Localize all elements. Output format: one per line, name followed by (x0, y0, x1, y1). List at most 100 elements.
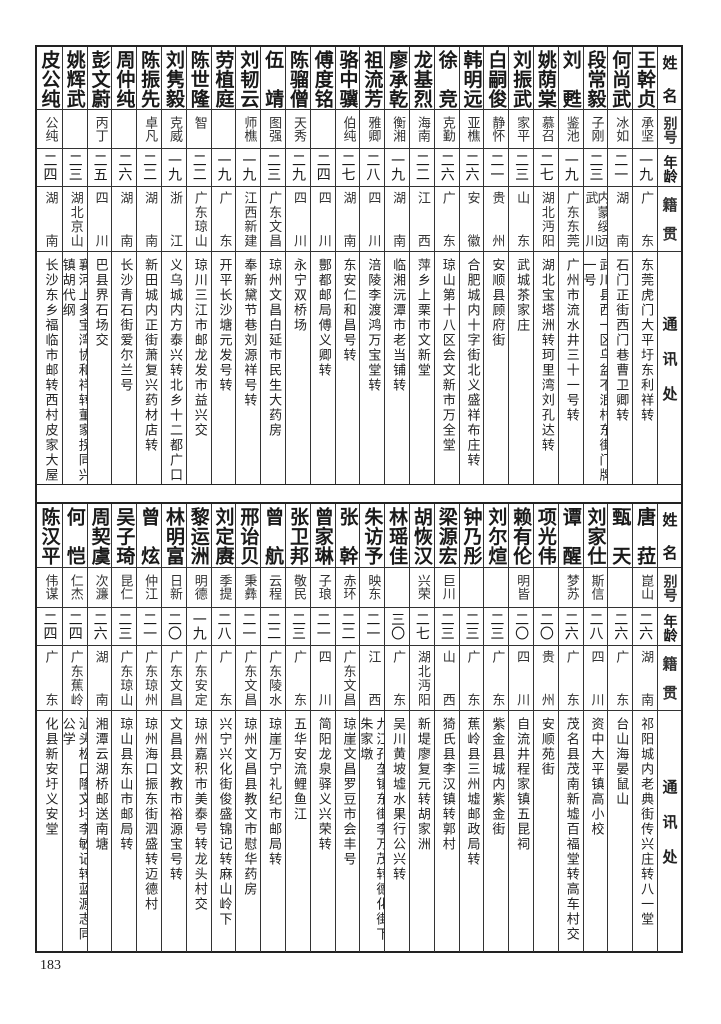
record-column: 祖流芳 雅卿 二八 四川 涪陵李渡鸿万宝堂转 (359, 47, 385, 484)
name-text: 张卫邦 (286, 507, 309, 565)
native-cell: 广东 (633, 187, 657, 252)
addr-text: 合肥城内十字街北义盛祥布庄转 (464, 258, 480, 468)
record-column: 傅度铭 二四 四川 酆都邮局傅义卿转 (309, 47, 335, 484)
addr-cell: 永宁双桥场 (286, 252, 310, 484)
age-cell: 二二 (186, 149, 211, 187)
age-text: 年龄 (661, 155, 678, 183)
name-text: 姚辉武 (63, 50, 86, 108)
age-cell: 二六 (434, 149, 459, 187)
name-text: 陈世隆 (187, 50, 210, 108)
name-text: 陈汉平 (38, 507, 61, 565)
alias-text: 冰如 (613, 116, 629, 142)
addr-cell: 琼州文昌白延市民生大药房 (261, 252, 285, 484)
name-text: 刘韧云 (237, 50, 260, 108)
age-cell: 一九 (211, 149, 236, 187)
name-text: 吴子琦 (113, 507, 136, 565)
native-text: 贵州 (538, 650, 554, 706)
native-cell: 广东 (37, 646, 62, 711)
alias-cell: 图强 (261, 110, 286, 149)
name-text: 刘家仕 (584, 507, 607, 565)
addr-cell: 台山海晏鼠山 (608, 711, 632, 952)
name-text: 张幹 (336, 507, 359, 565)
name-cell: 谭醒 (558, 504, 583, 568)
addr-text: 汕头松口隆文圩李敏记转蓝源志同公学 (62, 717, 87, 942)
native-cell: 湖南 (335, 187, 360, 252)
name-cell: 钟乃彤 (459, 504, 484, 568)
name-cell: 张幹 (335, 504, 360, 568)
addr-text: 通讯处 (660, 315, 679, 421)
record-column: 曾航 云程 二二 广东陵水 琼崖万宁礼纪市邮局转 (260, 504, 286, 952)
native-cell: 广东 (434, 187, 459, 252)
addr-cell: 兴宁兴化街俊盛锦记转麻山岭下 (212, 711, 236, 952)
native-cell: 四川 (310, 187, 335, 252)
name-text: 曾航 (262, 507, 285, 565)
age-text: 二六 (612, 612, 629, 640)
alias-cell: 师樵 (236, 110, 261, 149)
addr-text: 新堤廖复元转胡家洲 (414, 717, 430, 852)
name-text: 赖有伦 (510, 507, 533, 565)
name-cell: 韩明远 (459, 47, 484, 110)
name-text: 刘振武 (510, 50, 533, 108)
alias-cell: 赤环 (335, 568, 360, 608)
age-text: 二三 (438, 612, 455, 640)
name-cell: 傅度铭 (310, 47, 335, 110)
age-cell: 二一 (608, 149, 633, 187)
alias-text: 承坚 (638, 116, 654, 142)
addr-text: 萍乡上栗市文新堂 (414, 258, 430, 378)
alias-cell: 次濂 (87, 568, 112, 608)
age-cell: 二七 (534, 149, 558, 187)
name-text: 姚荫棠 (534, 50, 557, 108)
name-cell: 唐菈 (633, 504, 657, 568)
record-column: 刘隽毅 克威 一九 浙江 义乌城内方泰兴转北乡十二都广口 (161, 47, 186, 484)
alias-cell: 海南 (410, 110, 434, 149)
alias-cell: 季提 (211, 568, 236, 608)
age-text: 二九 (289, 153, 306, 181)
age-cell: 一九 (236, 149, 261, 187)
native-text: 广东 (439, 191, 455, 247)
name-text: 白嗣俊 (485, 50, 508, 108)
alias-cell: 明德 (186, 568, 211, 608)
alias-text: 伟谋 (42, 574, 58, 600)
name-cell: 梁源宏 (434, 504, 459, 568)
age-cell: 二一 (236, 608, 261, 646)
record-column: 刘尔煊 二三 广东 紫金县城内紫金街 (483, 504, 509, 952)
age-cell: 二二 (335, 608, 360, 646)
alias-cell: 日新 (162, 568, 186, 608)
alias-cell: 静怀 (484, 110, 509, 149)
alias-cell (385, 568, 410, 608)
record-column: 韩明远 亚樵 二六 安徽 合肥城内十字街北义盛祥布庄转 (458, 47, 484, 484)
addr-cell: 巴县界石场交 (88, 252, 112, 484)
native-cell: 广东 (211, 187, 236, 252)
alias-cell: 斯信 (583, 568, 608, 608)
native-text: 湖北京山 (67, 191, 83, 247)
alias-text: 亚樵 (464, 116, 480, 142)
native-cell: 贵州 (534, 646, 558, 711)
age-cell: 一九 (633, 149, 657, 187)
record-column: 林瑶佳 三〇 广东 吴川黄坡墟水果行公兴转 (384, 504, 410, 952)
age-text: 二一 (488, 153, 505, 181)
addr-cell: 湘潭云湖桥邮送南塘 (88, 711, 112, 952)
alias-cell: 崑山 (633, 568, 657, 608)
addr-text: 简阳龙泉驿义兴荣转 (315, 717, 331, 852)
addr-cell: 开平长沙塘元发号转 (212, 252, 236, 484)
name-text: 邢诒贝 (237, 507, 260, 565)
alias-text: 仲江 (142, 574, 158, 600)
addr-text: 石门正街西门巷曹卫卿转 (613, 258, 629, 423)
age-text: 三〇 (389, 612, 406, 640)
record-column: 彭文蔚 丙丁 二五 四川 巴县界石场交 (86, 47, 112, 484)
native-text: 湖南 (390, 191, 406, 247)
native-cell: 广东文昌 (335, 646, 360, 711)
name-text: 何恺 (63, 507, 86, 565)
name-cell: 刘甦 (558, 47, 583, 110)
alias-cell: 衡湘 (385, 110, 410, 149)
age-text: 二六 (438, 153, 455, 181)
addr-text: 湖北宝塔洲转珂里湾刘孔达转 (538, 258, 554, 453)
native-cell: 籍贯 (658, 646, 681, 711)
addr-cell: 琼山第十八区会文新市万全堂 (435, 252, 459, 484)
age-cell: 二六 (112, 149, 137, 187)
age-text: 二一 (240, 612, 257, 640)
record-column: 骆中骥 伯纯 二七 湖南 东安仁和昌号转 (334, 47, 360, 484)
record-column: 周仲纯 二六 湖南 长沙青石街爱尔兰号 (111, 47, 137, 484)
native-text: 湖北沔阳 (414, 650, 430, 706)
addr-cell: 文昌县文教市裕源宝号转 (162, 711, 186, 952)
